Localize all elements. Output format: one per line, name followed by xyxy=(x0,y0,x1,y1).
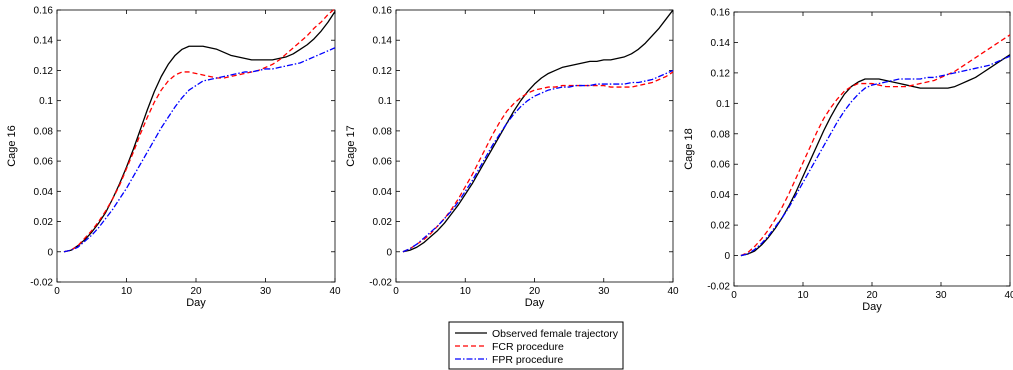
y-tick-label: 0.12 xyxy=(711,68,731,79)
series-line-observed xyxy=(402,9,674,253)
plot-area xyxy=(395,9,674,283)
x-tick-label: 20 xyxy=(866,290,878,301)
y-tick-label: 0.12 xyxy=(373,66,393,77)
series-line-observed xyxy=(740,54,1011,257)
series-line-fpr xyxy=(63,47,336,253)
series-line-fpr xyxy=(402,69,674,253)
y-tick-label: -0.02 xyxy=(707,282,730,293)
x-tick-label: 10 xyxy=(797,290,809,301)
y-tick-label: 0.06 xyxy=(373,157,393,168)
legend-label-fcr: FCR procedure xyxy=(492,341,564,353)
y-tick-label: 0 xyxy=(724,251,730,262)
x-axis-label: Day xyxy=(862,301,882,313)
x-tick-label: 0 xyxy=(393,286,399,297)
y-tick-label: -0.02 xyxy=(369,278,392,289)
y-tick-label: 0.08 xyxy=(34,126,54,137)
y-tick-label: 0.14 xyxy=(711,38,731,49)
plot-area xyxy=(56,9,336,283)
legend-label-fpr: FPR procedure xyxy=(492,354,563,366)
y-axis-label: Cage 18 xyxy=(683,128,695,170)
y-tick-label: 0.02 xyxy=(711,221,731,232)
y-tick-label: 0.12 xyxy=(34,66,54,77)
series-line-fcr xyxy=(63,7,336,253)
y-tick-label: 0.04 xyxy=(34,187,54,198)
y-tick-label: 0.06 xyxy=(34,157,54,168)
x-tick-label: 10 xyxy=(121,286,133,297)
x-tick-label: 30 xyxy=(598,286,610,297)
y-tick-label: 0.02 xyxy=(34,217,54,228)
x-axis-label: Day xyxy=(525,297,545,309)
x-tick-label: 30 xyxy=(260,286,272,297)
series-line-fcr xyxy=(740,34,1011,257)
series-line-fpr xyxy=(740,55,1011,257)
y-tick-label: 0.16 xyxy=(711,8,731,19)
x-tick-label: 0 xyxy=(54,286,60,297)
y-axis-label: Cage 17 xyxy=(345,125,357,167)
x-tick-label: 40 xyxy=(329,286,341,297)
y-tick-label: 0 xyxy=(386,247,392,258)
legend-label-observed: Observed female trajectory xyxy=(492,328,619,340)
x-tick-label: 0 xyxy=(731,290,737,301)
x-tick-label: 10 xyxy=(460,286,472,297)
legend-box xyxy=(448,321,624,370)
y-tick-label: 0.1 xyxy=(378,96,392,107)
y-tick-label: 0.04 xyxy=(373,187,393,198)
y-tick-label: -0.02 xyxy=(30,278,53,289)
y-tick-label: 0.1 xyxy=(39,96,53,107)
legend: Observed female trajectory FCR procedure… xyxy=(448,321,624,370)
y-tick-label: 0.06 xyxy=(711,160,731,171)
y-tick-label: 0.14 xyxy=(373,36,393,47)
y-tick-label: 0.04 xyxy=(711,190,731,201)
y-tick-label: 0.08 xyxy=(373,126,393,137)
y-tick-label: 0.14 xyxy=(34,36,54,47)
y-tick-label: 0 xyxy=(47,247,53,258)
x-tick-label: 20 xyxy=(529,286,541,297)
x-tick-label: 30 xyxy=(935,290,947,301)
plot-area xyxy=(733,11,1011,287)
y-tick-label: 0.1 xyxy=(716,99,730,110)
x-axis-label: Day xyxy=(186,297,206,309)
y-tick-label: 0.16 xyxy=(373,6,393,17)
y-tick-label: 0.08 xyxy=(711,129,731,140)
x-tick-label: 40 xyxy=(1004,290,1013,301)
y-tick-label: 0.02 xyxy=(373,217,393,228)
x-tick-label: 20 xyxy=(190,286,202,297)
y-tick-label: 0.16 xyxy=(34,6,54,17)
x-tick-label: 40 xyxy=(667,286,679,297)
y-axis-label: Cage 16 xyxy=(6,125,18,167)
